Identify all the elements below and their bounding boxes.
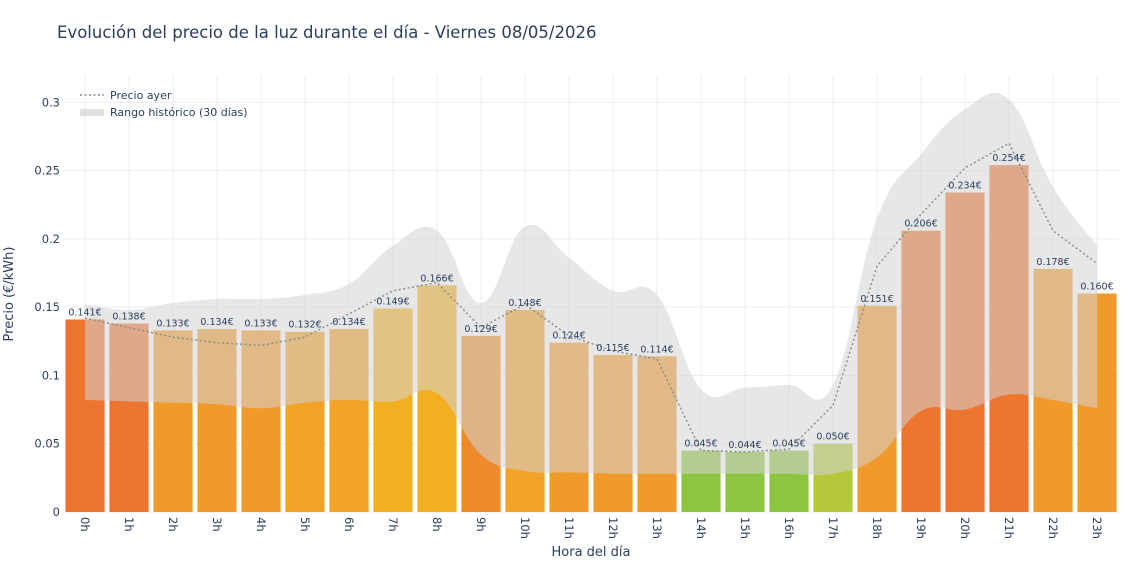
yesterday-price-polyline bbox=[84, 142, 1098, 453]
y-tick-label: 0.2 bbox=[42, 232, 60, 246]
bar-data-label: 0.050€ bbox=[816, 432, 849, 443]
legend: Precio ayer Rango histórico (30 días) bbox=[80, 89, 248, 119]
x-tick-label: 8h bbox=[430, 517, 444, 532]
x-tick-label: 12h bbox=[606, 517, 620, 539]
x-tick-label: 11h bbox=[562, 517, 576, 539]
bar-data-label: 0.178€ bbox=[1036, 257, 1069, 268]
bar-data-label: 0.133€ bbox=[244, 318, 277, 329]
x-tick-label: 6h bbox=[342, 517, 356, 532]
y-tick-label: 0 bbox=[53, 505, 60, 519]
bar-data-label: 0.151€ bbox=[860, 294, 893, 305]
bar-data-label: 0.254€ bbox=[992, 153, 1025, 164]
x-tick-label: 19h bbox=[914, 517, 928, 539]
y-axis-title: Precio (€/kWh) bbox=[2, 247, 17, 342]
x-tick-label: 5h bbox=[298, 517, 312, 532]
x-axis-title: Hora del día bbox=[552, 545, 631, 560]
bar-data-label: 0.129€ bbox=[464, 324, 497, 335]
y-tick-label: 0.25 bbox=[34, 164, 60, 178]
x-tick-label: 16h bbox=[782, 517, 796, 539]
x-tick-label: 15h bbox=[738, 517, 752, 539]
bar-data-labels: 0.141€ 0.138€ 0.133€ 0.134€ 0.133€ 0.132€ 0.13… bbox=[68, 153, 1113, 451]
x-tick-label: 14h bbox=[694, 517, 708, 539]
y-axis: 0 0.05 0.1 0.15 0.2 0.25 0.3 bbox=[34, 95, 60, 519]
bar-data-label: 0.045€ bbox=[772, 439, 805, 450]
x-tick-label: 21h bbox=[1002, 517, 1016, 539]
x-tick-label: 13h bbox=[650, 517, 664, 539]
x-axis: 0h 1h 2h 3h 4h 5h 6h 7h 8h 9h 10h 11h 12h 13h 14h 15h 16… bbox=[78, 517, 1104, 539]
x-tick-label: 10h bbox=[518, 517, 532, 539]
bar-data-label: 0.160€ bbox=[1080, 282, 1113, 293]
x-tick-label: 18h bbox=[870, 517, 884, 539]
x-tick-label: 4h bbox=[254, 517, 268, 532]
bar-data-label: 0.138€ bbox=[112, 312, 145, 323]
x-tick-label: 9h bbox=[474, 517, 488, 532]
bar-data-label: 0.133€ bbox=[156, 318, 189, 329]
legend-label-range: Rango histórico (30 días) bbox=[110, 106, 248, 119]
bar-data-label: 0.044€ bbox=[728, 440, 761, 451]
legend-swatch-range bbox=[80, 109, 104, 116]
x-tick-label: 23h bbox=[1090, 517, 1104, 539]
bar-data-label: 0.206€ bbox=[904, 219, 937, 230]
x-tick-label: 2h bbox=[166, 517, 180, 532]
bar-data-label: 0.166€ bbox=[420, 273, 453, 284]
x-tick-label: 0h bbox=[78, 517, 92, 532]
bar-data-label: 0.114€ bbox=[640, 344, 673, 355]
bar-data-label: 0.149€ bbox=[376, 297, 409, 308]
y-tick-label: 0.3 bbox=[42, 95, 60, 109]
x-tick-label: 1h bbox=[122, 517, 136, 532]
bar-data-label: 0.115€ bbox=[596, 343, 629, 354]
x-tick-label: 20h bbox=[958, 517, 972, 539]
bar-data-label: 0.124€ bbox=[552, 331, 585, 342]
bar-data-label: 0.141€ bbox=[68, 307, 101, 318]
historical-range-area bbox=[85, 92, 1097, 476]
bar-data-label: 0.134€ bbox=[332, 317, 365, 328]
bar-data-label: 0.234€ bbox=[948, 180, 981, 191]
x-tick-label: 3h bbox=[210, 517, 224, 532]
bar-data-label: 0.132€ bbox=[288, 320, 321, 331]
yesterday-price-line bbox=[84, 142, 1098, 453]
legend-label-yesterday: Precio ayer bbox=[110, 89, 172, 102]
x-tick-label: 7h bbox=[386, 517, 400, 532]
chart-title: Evolución del precio de la luz durante e… bbox=[57, 23, 596, 42]
x-tick-label: 17h bbox=[826, 517, 840, 539]
bar-data-label: 0.045€ bbox=[684, 439, 717, 450]
y-tick-label: 0.1 bbox=[42, 368, 60, 382]
historical-range-band bbox=[85, 92, 1097, 476]
bar-data-label: 0.148€ bbox=[508, 298, 541, 309]
y-tick-label: 0.05 bbox=[34, 437, 60, 451]
bar-data-label: 0.134€ bbox=[200, 317, 233, 328]
y-tick-label: 0.15 bbox=[34, 300, 60, 314]
x-tick-label: 22h bbox=[1046, 517, 1060, 539]
